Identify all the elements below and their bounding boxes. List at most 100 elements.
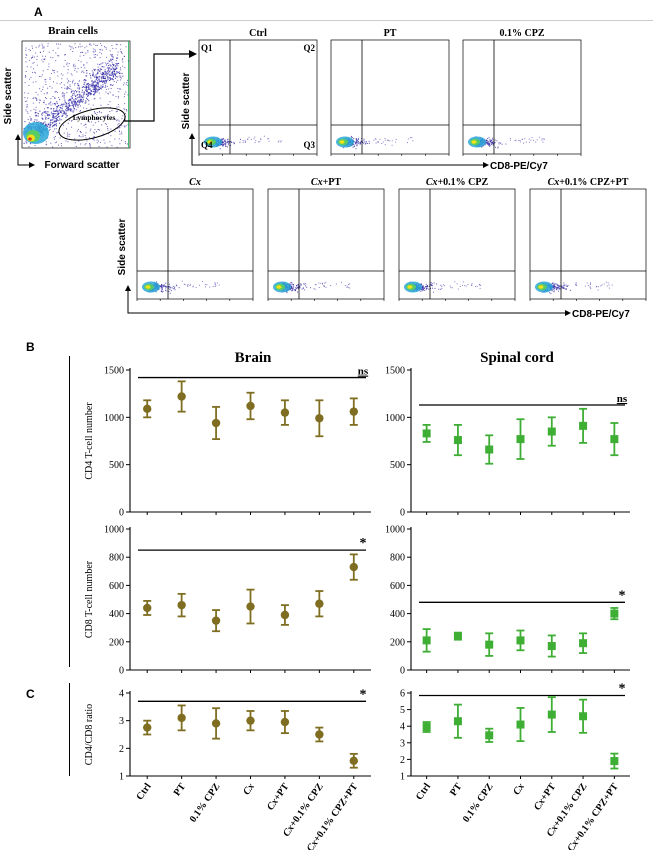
brain-cells-dot <box>75 109 77 111</box>
brain-cells-dot <box>80 143 82 145</box>
flow-plot-dot <box>574 284 576 286</box>
brain-cells-dot <box>97 89 99 91</box>
brain-cells-dot <box>63 124 64 126</box>
brain-cells-dot <box>54 136 56 137</box>
flow-plot-dot <box>290 283 292 285</box>
brain-cells-dot <box>46 126 48 128</box>
flow-plot-dot <box>557 287 559 289</box>
brain-cells-dot <box>70 91 72 93</box>
brain-cells-dot <box>119 71 121 73</box>
brain-cells-dot <box>52 69 54 71</box>
brain-cells-dot <box>126 109 127 111</box>
brain-cells-dot <box>41 74 43 76</box>
brain-cells-dot <box>124 119 126 121</box>
significance-label: * <box>360 536 367 551</box>
brain-cells-dot <box>89 84 91 86</box>
brain-cells-dot <box>105 123 107 125</box>
brain-cells-dot <box>94 85 96 87</box>
brain-cells-dot <box>77 99 79 101</box>
flow-plot-dot <box>349 287 351 289</box>
brain-cells-dot <box>67 141 69 143</box>
brain-cells-dot <box>55 90 57 92</box>
brain-cells-dot <box>116 72 118 74</box>
brain-cells-dot <box>56 141 57 143</box>
brain-cells-dot <box>71 101 73 103</box>
flow-plot-dot <box>168 290 170 292</box>
flow-plot-dot <box>286 291 288 293</box>
x-tick-label: PT <box>172 781 189 798</box>
brain-cells-dot <box>112 70 114 72</box>
brain-cells-dot <box>36 58 38 60</box>
brain-cells-dot <box>57 113 59 115</box>
flow-plot-dot <box>220 143 222 145</box>
brain-cells-dot <box>97 73 99 75</box>
brain-cells-dot <box>97 83 99 85</box>
flow-plot-dot <box>365 141 367 143</box>
brain-cells-dot <box>119 126 121 128</box>
flow-plot-dot <box>303 283 305 285</box>
row2-arrowhead-up <box>125 285 131 291</box>
brain-cells-dot <box>105 81 107 83</box>
brain-cells-dot <box>85 132 87 134</box>
flow-plot-dot <box>216 282 218 284</box>
flow-plot-dot <box>351 136 353 138</box>
brain-cells-dot <box>90 107 92 109</box>
flow-plot-dot <box>487 140 489 142</box>
brain-cells-dot <box>93 131 95 133</box>
brain-cells-dot <box>100 43 102 45</box>
flow-plot-dot <box>305 283 307 285</box>
brain-cells-dot <box>94 50 96 52</box>
brain-cells-dot <box>114 77 116 79</box>
flow-plot-dot <box>563 282 565 284</box>
brain-cells-axes-icon <box>17 138 30 166</box>
brain-cells-dot <box>59 122 61 124</box>
brain-cells-dot <box>120 44 122 46</box>
brain-cells-dot <box>117 104 119 106</box>
brain-cells-dot <box>100 63 102 65</box>
brain-cells-dot <box>92 85 94 87</box>
flow-plot-dot <box>387 139 388 141</box>
brain-cells-dot <box>69 133 71 135</box>
brain-cells-density-peak <box>28 137 32 141</box>
flow-plot-dot <box>374 138 376 139</box>
brain-cells-dot <box>74 108 76 110</box>
brain-cells-dot <box>66 105 68 107</box>
brain-cells-dot <box>71 98 73 100</box>
brain-cells-dot <box>102 86 104 88</box>
flow-plot-dot <box>509 139 511 141</box>
brain-cells-dot <box>117 57 119 59</box>
brain-cells-dot <box>96 82 98 84</box>
flow-plot-dot <box>553 290 555 292</box>
flow-plot-dot <box>562 286 564 288</box>
brain-cells-dot <box>120 51 122 53</box>
x-tick-label-italic: Cx <box>545 823 561 839</box>
brain-cells-dot <box>58 110 60 112</box>
y-tick-label: 2 <box>400 755 405 766</box>
brain-cells-dot <box>61 107 63 109</box>
flow-plot-dot <box>430 284 432 285</box>
flow-plot-dot <box>384 137 386 139</box>
brain-cells-dot <box>86 140 88 142</box>
flow-plot-dot <box>360 141 362 143</box>
brain-cells-dot <box>73 92 75 94</box>
flow-plot-dot <box>234 142 235 144</box>
brain-cells-dot <box>39 51 41 53</box>
flow-plot-dot <box>355 142 356 144</box>
brain-cells-dot <box>75 98 77 100</box>
flow-plot-dot <box>562 286 564 288</box>
flow-plot-dot <box>489 141 491 142</box>
brain-cells-dot <box>107 75 109 77</box>
brain-cells-dot <box>110 135 112 137</box>
brain-cells-dot <box>43 102 45 104</box>
flow-plot-dots <box>142 280 220 294</box>
flow-plot-dot <box>222 144 224 146</box>
brain-cells-dot <box>104 71 106 73</box>
brain-cells-dot <box>78 88 80 90</box>
brain-cells-dot <box>24 100 26 102</box>
flow-plot-dot <box>387 139 389 141</box>
flow-plot-dot <box>595 286 597 288</box>
brain-cells-dot <box>98 92 100 94</box>
brain-cells-dot <box>95 76 97 78</box>
brain-cells-dot <box>83 118 84 120</box>
